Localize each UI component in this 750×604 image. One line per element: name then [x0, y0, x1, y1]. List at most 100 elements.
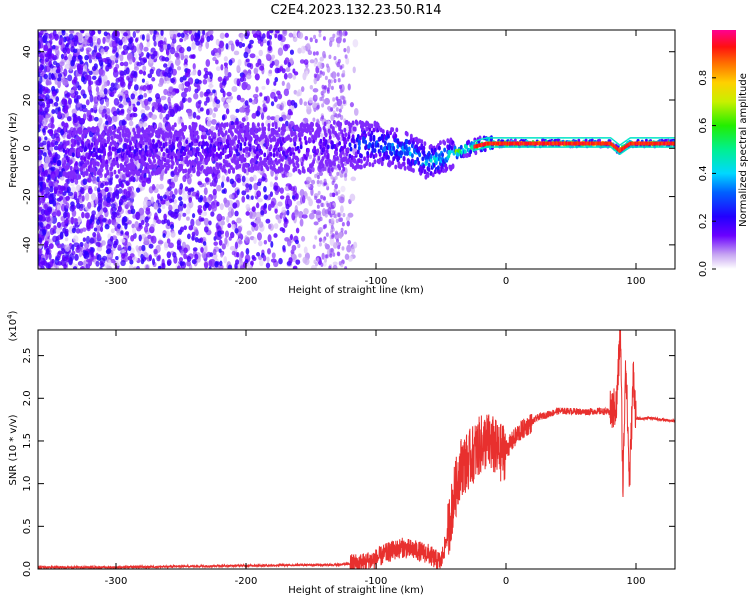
spectrogram-cell — [206, 35, 211, 42]
spectrogram-cell — [191, 213, 196, 219]
spectrogram-cell — [295, 259, 301, 265]
spectrogram-cell — [266, 166, 270, 172]
spectrogram-cell — [62, 211, 68, 219]
spectrogram-cell — [207, 156, 211, 162]
spectrogram-cell — [130, 175, 135, 182]
spectrogram-cell — [168, 86, 174, 93]
spectrogram-cell — [257, 255, 263, 261]
spectrogram-cell — [212, 89, 216, 94]
spectrogram-cell — [292, 74, 297, 80]
spectrogram-cell — [299, 59, 305, 64]
spectrogram-cell — [379, 145, 383, 150]
spectrogram-cell — [344, 230, 348, 235]
spectrogram-cell — [258, 240, 263, 247]
spectrogram-cell — [200, 217, 205, 222]
spectrogram-cell — [138, 69, 144, 75]
spectrogram-cell — [96, 254, 102, 261]
spectrogram-cell — [48, 243, 54, 249]
spectrogram-cell — [123, 32, 128, 37]
spectrogram-cell — [337, 189, 341, 195]
spectrogram-cell — [311, 264, 316, 269]
spectrogram-cell — [45, 65, 51, 73]
spectrogram-cell — [292, 68, 296, 74]
spectrogram-cell — [144, 144, 148, 150]
spectrogram-cell — [60, 53, 65, 60]
spectrogram-cell — [230, 114, 236, 120]
spectrogram-cell — [376, 142, 380, 148]
spectrogram-cell — [342, 96, 346, 101]
spectrogram-cell — [213, 241, 219, 246]
spectrogram-cell — [297, 47, 302, 54]
spectrogram-cell — [147, 73, 153, 79]
spectrogram-cell — [232, 167, 235, 173]
spectrogram-cell — [173, 174, 179, 183]
spectrogram-cell — [318, 30, 322, 34]
spectrogram-cell — [131, 45, 137, 53]
spectrogram-cell — [273, 223, 279, 229]
spectrogram-cell — [121, 173, 127, 180]
spectrogram-cell — [124, 89, 129, 96]
spectrogram-cell — [267, 234, 272, 243]
spectrogram-cell — [322, 238, 326, 243]
spectrogram-cell — [281, 80, 285, 87]
spectrogram-cell — [90, 213, 95, 220]
spectrogram-cell — [302, 256, 308, 264]
spectrogram-cell — [287, 238, 292, 247]
spectrogram-cell — [178, 46, 185, 54]
spectrogram-cell — [320, 133, 324, 138]
spectrogram-cell — [323, 85, 327, 90]
spectrogram-cell — [293, 102, 298, 109]
spectrogram-cell — [335, 218, 339, 224]
spectrogram-cell — [56, 210, 62, 217]
spectrogram-cell — [271, 252, 276, 259]
spectrogram-cell — [61, 254, 66, 262]
spectrogram-cell — [135, 147, 139, 153]
spectrogram-cell — [38, 254, 42, 261]
spectrogram-cell — [297, 148, 301, 154]
spectrogram-cell — [332, 33, 336, 39]
spectrogram-cell — [43, 203, 48, 209]
spectrogram-cell — [47, 174, 51, 181]
spectrogram-cell — [192, 63, 196, 70]
spectrogram-cell — [231, 86, 238, 93]
spectrogram-cell — [200, 164, 204, 170]
spectrogram-cell — [255, 86, 259, 93]
spectrogram-cell — [227, 71, 232, 78]
spectrogram-cell — [72, 116, 78, 124]
spectrogram-cell — [216, 201, 220, 207]
spectrogram-cell — [104, 186, 109, 192]
spectrogram-cell — [302, 195, 306, 204]
spectrogram-cell — [141, 244, 146, 252]
spectrogram-cell — [81, 30, 85, 34]
spectrogram-cell — [249, 176, 254, 182]
spectrogram-cell — [141, 78, 145, 83]
spectrogram-cell — [336, 171, 340, 177]
spectrogram-cell — [267, 45, 272, 52]
spectrogram-cell — [359, 153, 363, 159]
spectrogram-cell — [88, 58, 93, 64]
spectrogram-cell — [194, 229, 199, 235]
spectrogram-cell — [239, 142, 243, 148]
spectrogram-cell — [255, 202, 260, 209]
spectrogram-cell — [145, 264, 149, 269]
spectrogram-cell — [126, 46, 130, 51]
spectrogram-cell — [56, 66, 61, 74]
spectrogram-cell — [254, 134, 258, 140]
spectrogram-cell — [218, 264, 224, 269]
spectrogram-cell — [337, 195, 341, 201]
spectrogram-cell — [192, 111, 197, 119]
spectrogram-cell — [351, 120, 355, 126]
spectrogram-cell — [224, 237, 228, 245]
spectrogram-cell — [246, 62, 252, 68]
spectrogram-cell — [90, 250, 94, 258]
spectrogram-cell — [67, 134, 71, 140]
spectrogram-cell — [77, 32, 83, 41]
spectrogram-cell — [357, 145, 361, 151]
spectrogram-cell — [243, 168, 247, 174]
spectrogram-cell — [185, 208, 191, 215]
spectrogram-cell — [196, 115, 201, 120]
spectrogram-cell — [79, 203, 84, 209]
spectrogram-cell — [96, 232, 101, 239]
spectrogram-cell — [349, 102, 355, 108]
spectrogram-cell — [366, 157, 370, 163]
